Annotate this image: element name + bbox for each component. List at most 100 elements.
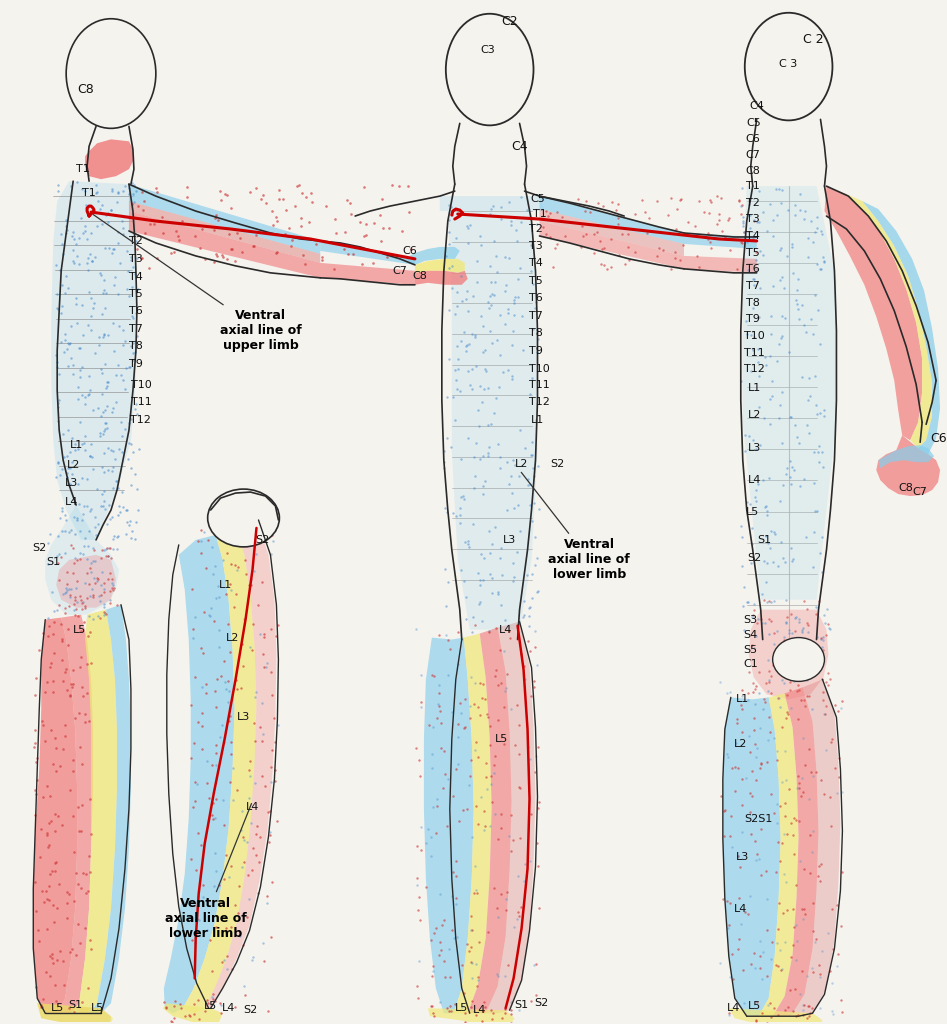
Point bbox=[800, 624, 815, 640]
Point bbox=[180, 178, 195, 195]
Point bbox=[482, 817, 497, 834]
Point bbox=[439, 389, 455, 406]
Point bbox=[111, 528, 126, 545]
Point bbox=[228, 586, 243, 602]
Point bbox=[751, 214, 766, 230]
Point bbox=[799, 1010, 814, 1024]
Point bbox=[241, 891, 257, 907]
Point bbox=[71, 256, 86, 272]
Point bbox=[810, 503, 825, 519]
Point bbox=[259, 888, 275, 904]
Point bbox=[795, 901, 810, 918]
Point bbox=[760, 731, 776, 748]
Point bbox=[455, 998, 470, 1015]
Text: T4: T4 bbox=[129, 271, 143, 282]
Point bbox=[106, 577, 121, 593]
Point bbox=[434, 740, 449, 757]
Point bbox=[87, 249, 102, 265]
Point bbox=[208, 745, 223, 762]
Point bbox=[461, 336, 476, 352]
Point bbox=[786, 826, 801, 843]
Point bbox=[513, 899, 528, 915]
Point bbox=[97, 423, 112, 439]
Point bbox=[491, 436, 506, 453]
Point bbox=[772, 853, 787, 869]
Point bbox=[375, 220, 390, 237]
Point bbox=[734, 180, 749, 197]
Point bbox=[795, 783, 811, 800]
Point bbox=[722, 918, 737, 934]
Point bbox=[468, 468, 483, 484]
Point bbox=[803, 388, 818, 404]
Point bbox=[688, 218, 703, 234]
Point bbox=[473, 675, 488, 691]
Point bbox=[490, 966, 505, 982]
Point bbox=[466, 885, 481, 901]
Point bbox=[526, 275, 541, 292]
Point bbox=[150, 250, 165, 266]
Point bbox=[95, 563, 110, 580]
Point bbox=[256, 935, 271, 951]
Point bbox=[213, 996, 228, 1013]
Point bbox=[41, 535, 56, 551]
Point bbox=[689, 248, 705, 264]
Point bbox=[51, 367, 66, 383]
Point bbox=[65, 540, 80, 556]
Point bbox=[502, 250, 517, 266]
Point bbox=[833, 700, 849, 717]
Point bbox=[426, 964, 441, 980]
Point bbox=[71, 440, 86, 457]
Point bbox=[774, 835, 789, 851]
Point bbox=[484, 585, 499, 601]
Point bbox=[766, 625, 781, 641]
Point bbox=[59, 662, 74, 678]
Text: T5: T5 bbox=[746, 248, 759, 258]
Point bbox=[524, 262, 539, 279]
Point bbox=[752, 933, 767, 949]
Point bbox=[190, 888, 205, 904]
Point bbox=[447, 995, 462, 1012]
Point bbox=[770, 797, 785, 813]
Point bbox=[758, 349, 773, 366]
Point bbox=[52, 758, 67, 774]
Point bbox=[505, 485, 520, 502]
Point bbox=[295, 185, 310, 202]
Point bbox=[742, 728, 757, 744]
Point bbox=[438, 627, 454, 643]
Point bbox=[723, 808, 738, 824]
Point bbox=[252, 626, 267, 642]
Point bbox=[637, 204, 652, 220]
Point bbox=[722, 209, 737, 225]
Point bbox=[487, 287, 502, 303]
Point bbox=[80, 471, 95, 487]
Point bbox=[442, 997, 457, 1014]
Point bbox=[489, 248, 504, 264]
Point bbox=[795, 643, 811, 659]
Polygon shape bbox=[164, 535, 235, 1013]
Point bbox=[496, 699, 511, 716]
Point bbox=[763, 326, 778, 342]
Point bbox=[98, 421, 113, 437]
Point bbox=[98, 548, 114, 564]
Point bbox=[491, 584, 506, 600]
Point bbox=[513, 189, 528, 206]
Point bbox=[121, 185, 136, 202]
Point bbox=[80, 255, 95, 271]
Point bbox=[808, 605, 823, 622]
Point bbox=[759, 1015, 775, 1024]
Point bbox=[90, 569, 105, 586]
Point bbox=[259, 654, 275, 671]
Point bbox=[412, 953, 427, 970]
Point bbox=[409, 622, 424, 638]
Point bbox=[60, 582, 75, 598]
Point bbox=[432, 993, 447, 1010]
Point bbox=[743, 956, 759, 973]
Point bbox=[60, 335, 75, 351]
Point bbox=[789, 296, 804, 312]
Point bbox=[340, 246, 355, 262]
Point bbox=[730, 940, 745, 956]
Point bbox=[58, 212, 73, 228]
Point bbox=[81, 713, 97, 729]
Point bbox=[277, 225, 293, 242]
Point bbox=[812, 956, 827, 973]
